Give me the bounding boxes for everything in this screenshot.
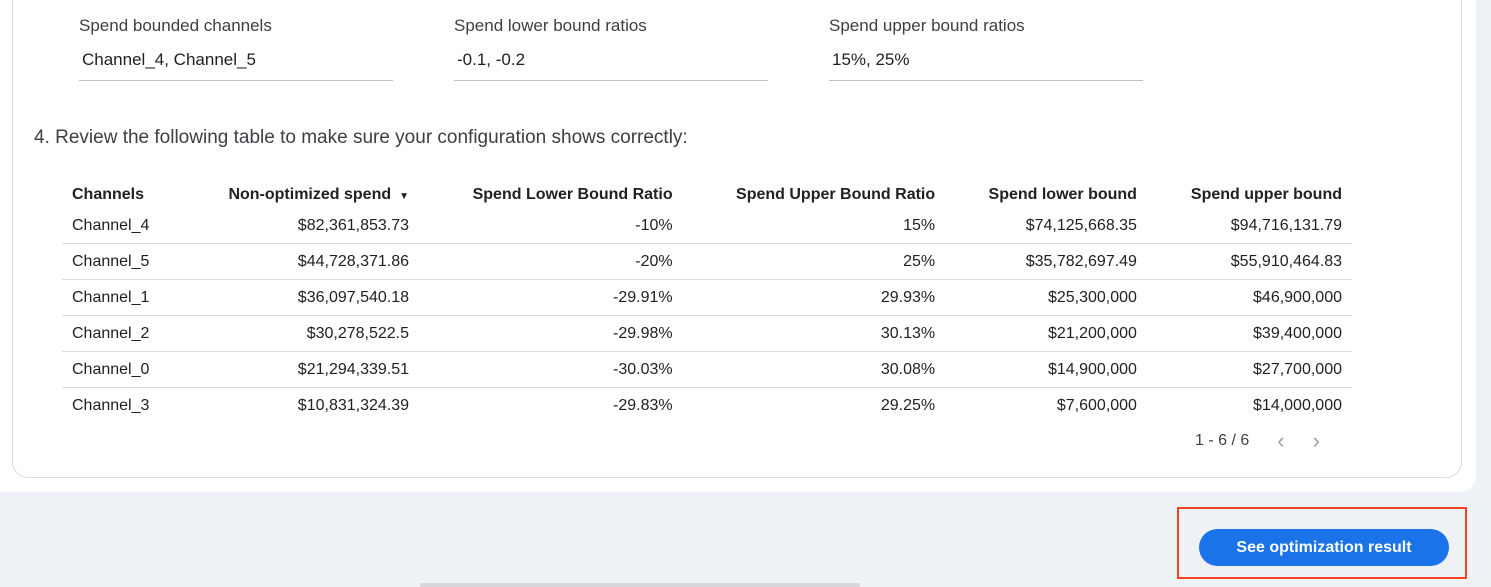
sort-descending-icon[interactable]: ▼: [399, 191, 410, 202]
cell-lower-bound-ratio: -20%: [419, 243, 683, 280]
header-channels[interactable]: Channels: [72, 186, 145, 203]
cell-lower-bound-ratio: -29.91%: [419, 279, 683, 316]
cell-lower-bound: $7,600,000: [1056, 396, 1137, 414]
header-spend-lower-bound[interactable]: Spend lower bound: [988, 186, 1137, 203]
spend-upper-bound-ratios-input[interactable]: 15%, 25%: [829, 50, 1143, 81]
cell-lower-bound-ratio: -30.03%: [419, 351, 683, 388]
cell-upper-bound-ratio: 25%: [682, 243, 946, 280]
cell-lower-bound: $21,200,000: [945, 315, 1147, 352]
cell-channel: Channel_1: [62, 279, 179, 316]
cell-upper-bound-ratio: 29.93%: [682, 279, 946, 316]
spend-bounded-channels-input[interactable]: Channel_4, Channel_5: [79, 50, 393, 81]
cell-non-optimized-spend: $36,097,540.18: [178, 279, 420, 316]
chevron-right-icon[interactable]: ›: [1312, 428, 1320, 453]
pagination-range: 1 - 6 / 6: [1195, 432, 1250, 449]
table-row: Channel_2 $30,278,522.5 -29.98% 30.13% $21,2…: [62, 315, 1352, 352]
spend-lower-bound-ratios-field[interactable]: Spend lower bound ratios -0.1, -0.2: [454, 16, 768, 81]
highlight-box: [1177, 507, 1467, 579]
table-row: Channel_5 $44,728,371.86 -20% 25% $35,782,69…: [62, 243, 1352, 280]
field-label: Spend bounded channels: [79, 16, 272, 35]
header-label: Non-optimized spend: [228, 186, 392, 203]
cell-non-optimized-spend: $21,294,339.51: [178, 351, 420, 388]
cell-channel: Channel_0: [62, 351, 179, 388]
cell-upper-bound: $55,910,464.83: [1146, 243, 1352, 280]
horizontal-scrollbar[interactable]: [420, 583, 860, 587]
spend-bounded-channels-field[interactable]: Spend bounded channels Channel_4, Channe…: [79, 16, 393, 81]
config-table: Channels Non-optimized spend ▼ Spend Lowe…: [62, 182, 1352, 423]
field-label: Spend upper bound ratios: [829, 16, 1025, 35]
spend-upper-bound-ratios-field[interactable]: Spend upper bound ratios 15%, 25%: [829, 16, 1143, 81]
header-spend-upper-bound-ratio[interactable]: Spend Upper Bound Ratio: [736, 186, 936, 203]
chevron-left-icon[interactable]: ‹: [1277, 428, 1285, 453]
cell-lower-bound-ratio: -29.98%: [419, 315, 683, 352]
see-optimization-result-button[interactable]: See optimization result: [1199, 529, 1449, 566]
cell-upper-bound: $94,716,131.79: [1146, 208, 1352, 244]
spend-lower-bound-ratios-input[interactable]: -0.1, -0.2: [454, 50, 768, 81]
cell-upper-bound-ratio: 29.25%: [880, 396, 936, 414]
table-row: Channel_1 $36,097,540.18 -29.91% 29.93% $25,…: [62, 279, 1352, 316]
cell-non-optimized-spend: $82,361,853.73: [178, 208, 420, 244]
table-row: Channel_4 $82,361,853.73 -10% 15% $74,125,66…: [62, 208, 1352, 244]
cell-lower-bound: $14,900,000: [945, 351, 1147, 388]
cell-upper-bound: $39,400,000: [1146, 315, 1352, 352]
cell-lower-bound: $25,300,000: [945, 279, 1147, 316]
main-panel: Spend bounded channels Channel_4, Channe…: [0, 0, 1476, 492]
cell-non-optimized-spend: $10,831,324.39: [297, 396, 410, 414]
cell-non-optimized-spend: $30,278,522.5: [178, 315, 420, 352]
cell-channel: Channel_5: [62, 243, 179, 280]
cell-channel: Channel_2: [62, 315, 179, 352]
cell-upper-bound-ratio: 30.08%: [682, 351, 946, 388]
header-spend-upper-bound[interactable]: Spend upper bound: [1190, 186, 1342, 203]
cell-upper-bound-ratio: 15%: [682, 208, 946, 244]
table-row: Channel_3 $10,831,324.39 -29.83% 29.25% $7,6…: [62, 388, 1352, 424]
table-row: Channel_0 $21,294,339.51 -30.03% 30.08% $14,…: [62, 351, 1352, 388]
cell-upper-bound: $14,000,000: [1253, 396, 1342, 414]
pagination: 1 - 6 / 6 ‹ ›: [1195, 428, 1320, 454]
header-non-optimized-spend[interactable]: Non-optimized spend ▼: [179, 182, 419, 208]
header-spend-lower-bound-ratio[interactable]: Spend Lower Bound Ratio: [472, 186, 673, 203]
cell-lower-bound-ratio: -29.83%: [613, 396, 673, 414]
cell-upper-bound: $46,900,000: [1146, 279, 1352, 316]
cell-upper-bound-ratio: 30.13%: [682, 315, 946, 352]
cell-channel: Channel_3: [72, 396, 150, 414]
field-label: Spend lower bound ratios: [454, 16, 647, 35]
cell-lower-bound: $74,125,668.35: [945, 208, 1147, 244]
cell-upper-bound: $27,700,000: [1146, 351, 1352, 388]
cell-non-optimized-spend: $44,728,371.86: [178, 243, 420, 280]
cell-lower-bound-ratio: -10%: [419, 208, 683, 244]
cell-lower-bound: $35,782,697.49: [945, 243, 1147, 280]
review-instruction: 4. Review the following table to make su…: [34, 127, 688, 148]
cell-channel: Channel_4: [62, 208, 179, 244]
table-header-row: Channels Non-optimized spend ▼ Spend Lowe…: [62, 182, 1352, 208]
